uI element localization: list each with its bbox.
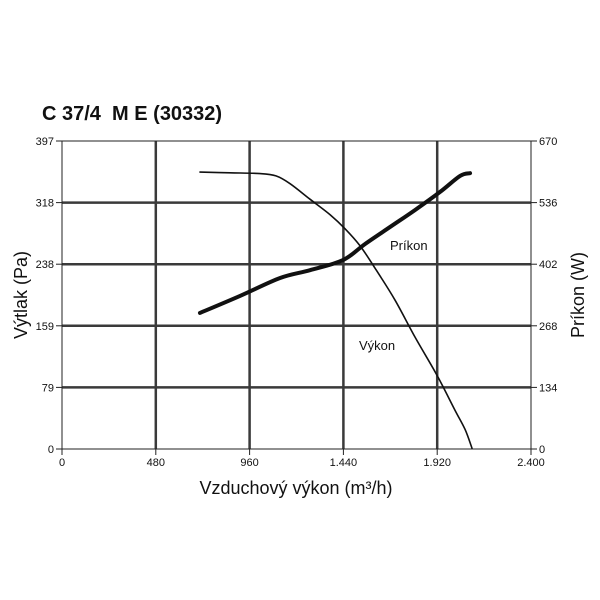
series-label-prikon: Príkon (390, 238, 428, 253)
y2-tick-label: 670 (539, 136, 557, 148)
y-axis-ticks: 0 79 159 238 318 397 (36, 136, 62, 456)
y-tick-label: 79 (42, 382, 54, 394)
y2-axis-label: Príkon (W) (568, 252, 588, 338)
series-line-1 (197, 171, 473, 315)
y2-tick-label: 0 (539, 444, 545, 456)
chart-title: C 37/4 M E (30332) (42, 103, 222, 125)
series-group (197, 171, 473, 450)
y2-tick-label: 134 (539, 382, 557, 394)
x-tick-label: 0 (59, 457, 65, 469)
y2-axis-ticks: 0 134 268 402 536 670 (531, 136, 557, 456)
x-tick-label: 480 (147, 457, 165, 469)
plot-frame (61, 140, 532, 450)
x-tick-label: 1.440 (330, 457, 358, 469)
y2-tick-label: 268 (539, 321, 557, 333)
y-axis-label: Výtlak (Pa) (11, 251, 31, 339)
x-tick-label: 1.920 (423, 457, 451, 469)
series-line-0 (199, 171, 473, 450)
x-tick-label: 2.400 (517, 457, 545, 469)
y-tick-label: 0 (48, 444, 54, 456)
y-tick-label: 159 (36, 321, 54, 333)
y2-tick-label: 402 (539, 259, 557, 271)
x-tick-label: 960 (240, 457, 258, 469)
y-tick-label: 238 (36, 259, 54, 271)
x-axis-label: Vzduchový výkon (m³/h) (199, 478, 392, 498)
y-tick-label: 397 (36, 136, 54, 148)
x-axis-ticks: 0 480 960 1.440 1.920 2.400 (59, 449, 545, 469)
y2-tick-label: 536 (539, 198, 557, 210)
series-label-vykon: Výkon (359, 338, 395, 353)
y-tick-label: 318 (36, 198, 54, 210)
